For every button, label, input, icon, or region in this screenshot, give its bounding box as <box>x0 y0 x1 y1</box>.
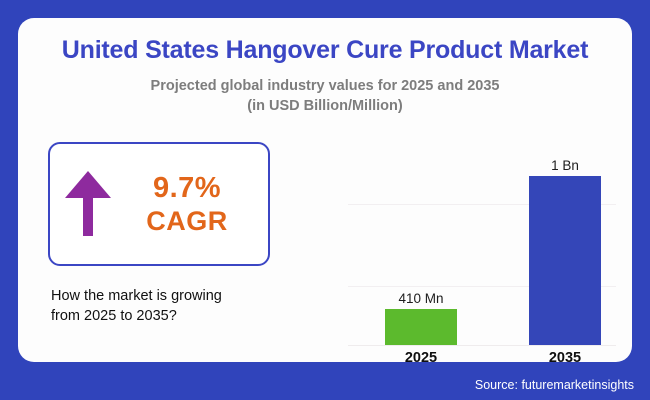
bar-2025 <box>385 309 457 345</box>
gridline <box>348 286 616 287</box>
x-axis-label-2025: 2025 <box>404 350 438 366</box>
chart-baseline <box>348 345 616 346</box>
cagr-caption-line-1: How the market is growing <box>51 288 222 304</box>
cagr-caption-line-2: from 2025 to 2035? <box>51 308 177 324</box>
bar-value-label-2025: 410 Mn <box>398 291 444 306</box>
cagr-value: 9.7% <box>152 172 222 204</box>
source-attribution: Source: futuremarketinsights <box>474 378 634 392</box>
cagr-panel: 9.7% CAGR How the market is growing from… <box>48 142 300 342</box>
gridline <box>348 204 616 205</box>
bar-2035 <box>529 176 601 345</box>
arrow-up-icon <box>65 171 111 236</box>
bar-chart: 410 Mn 1 Bn 2025 2035 <box>348 148 616 366</box>
cagr-label: CAGR <box>146 206 228 236</box>
cagr-text-group: 9.7% CAGR <box>114 171 268 237</box>
content-card: United States Hangover Cure Product Mark… <box>18 18 632 366</box>
subtitle-line-1: Projected global industry values for 202… <box>150 78 500 94</box>
cagr-caption: How the market is growing from 2025 to 2… <box>51 286 291 326</box>
bar-value-label-2035: 1 Bn <box>551 158 579 173</box>
page-title: United States Hangover Cure Product Mark… <box>61 36 589 64</box>
cagr-callout-box: 9.7% CAGR <box>48 142 270 266</box>
page-subtitle: Projected global industry values for 202… <box>18 76 632 116</box>
subtitle-line-2: (in USD Billion/Million) <box>247 98 403 114</box>
chart-plot-area: 410 Mn 1 Bn 2025 2035 <box>348 148 616 366</box>
x-axis-label-2035: 2035 <box>548 350 582 366</box>
